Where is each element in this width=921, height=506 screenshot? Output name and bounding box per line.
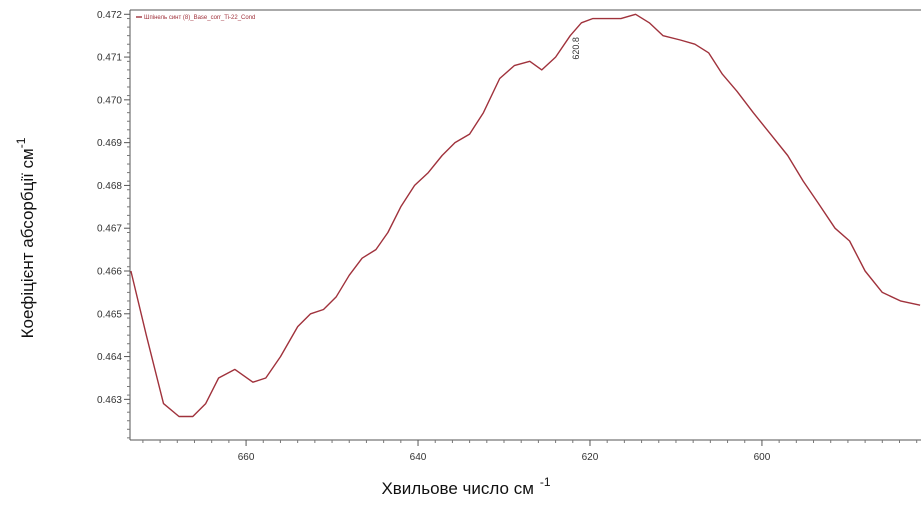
x-tick-label: 660	[238, 452, 255, 463]
tick-labels: 660 640 620 600 0.463 0.464 0.465 0.466 0.467 0.4…	[97, 10, 771, 463]
x-tick-label: 600	[754, 452, 771, 463]
y-tick-label: 0.472	[97, 10, 122, 21]
tick-marks	[124, 13, 918, 446]
x-axis-title-superscript: -1	[540, 475, 551, 489]
y-tick-label: 0.470	[97, 95, 122, 106]
y-axis-title: Коефіцієнт абсорбції см-1	[14, 137, 37, 338]
legend: Шпінель синт (8)_Base_corr_Ti-22_Cond	[136, 15, 255, 21]
y-tick-label: 0.471	[97, 53, 122, 64]
y-tick-label: 0.464	[97, 352, 122, 363]
peak-annotation: 620.8	[571, 37, 581, 60]
y-tick-label: 0.468	[97, 181, 122, 192]
y-tick-label: 0.467	[97, 224, 122, 235]
y-tick-label: 0.465	[97, 309, 122, 320]
y-tick-label: 0.469	[97, 138, 122, 149]
y-axis-title-text: Коефіцієнт абсорбції см	[18, 148, 37, 338]
plot-area	[130, 10, 921, 440]
y-tick-label: 0.466	[97, 266, 122, 277]
spectrum-line	[130, 13, 921, 418]
y-axis-title-superscript: -1	[14, 137, 28, 148]
y-tick-label: 0.463	[97, 395, 122, 406]
legend-entry: Шпінель синт (8)_Base_corr_Ti-22_Cond	[144, 15, 255, 21]
x-tick-label: 620	[582, 452, 599, 463]
x-axis-title: Хвильове число см -1	[381, 475, 550, 498]
x-tick-label: 640	[410, 452, 427, 463]
x-axis-title-text: Хвильове число см	[381, 479, 533, 498]
x-axis	[130, 9, 921, 441]
